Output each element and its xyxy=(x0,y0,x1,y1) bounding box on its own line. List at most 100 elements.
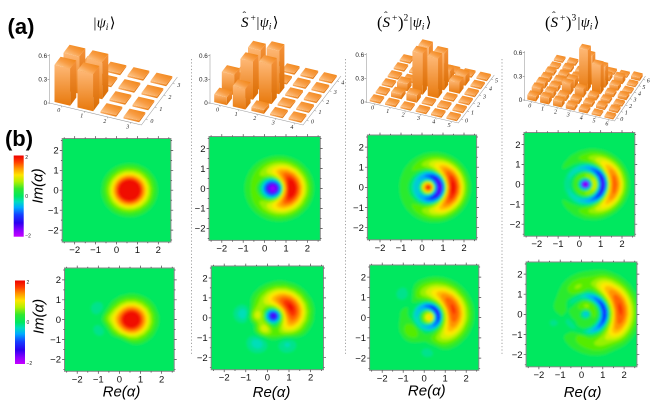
svg-text:−2: −2 xyxy=(355,353,366,364)
svg-text:0: 0 xyxy=(519,97,523,104)
svg-text:i: i xyxy=(590,23,593,33)
svg-text:−1: −1 xyxy=(195,204,206,215)
svg-text:−1: −1 xyxy=(48,206,59,217)
svg-text:1: 1 xyxy=(319,110,322,116)
svg-text:−1: −1 xyxy=(555,370,566,381)
svg-text:−1: −1 xyxy=(93,374,104,385)
svg-text:−1: −1 xyxy=(512,330,523,341)
svg-text:−2: −2 xyxy=(48,225,59,236)
svg-text:−2: −2 xyxy=(531,239,542,250)
svg-text:1: 1 xyxy=(53,166,58,177)
svg-text:i: i xyxy=(106,23,109,33)
svg-text:1: 1 xyxy=(56,295,61,306)
svg-text:1: 1 xyxy=(202,293,207,304)
svg-text:ˆ: ˆ xyxy=(384,10,388,22)
svg-text:(: ( xyxy=(377,13,383,32)
svg-text:ˆ: ˆ xyxy=(243,10,247,22)
svg-text:−2: −2 xyxy=(195,224,206,235)
svg-text:0.3: 0.3 xyxy=(199,77,208,84)
svg-text:2: 2 xyxy=(629,104,632,110)
svg-text:(a): (a) xyxy=(8,14,35,39)
svg-text:2: 2 xyxy=(53,146,58,157)
svg-text:Re(α): Re(α) xyxy=(408,383,446,400)
svg-text:3: 3 xyxy=(633,98,637,104)
svg-text:2: 2 xyxy=(361,272,366,283)
svg-text:−2: −2 xyxy=(25,234,31,240)
svg-text:⟩: ⟩ xyxy=(594,15,600,31)
svg-text:−2: −2 xyxy=(510,220,521,231)
svg-text:4: 4 xyxy=(489,85,492,92)
svg-text:0: 0 xyxy=(465,118,468,124)
svg-text:3: 3 xyxy=(176,83,180,89)
svg-text:ψ: ψ xyxy=(581,15,591,31)
svg-text:0: 0 xyxy=(265,373,270,384)
svg-text:0: 0 xyxy=(114,245,119,256)
svg-text:−2: −2 xyxy=(69,245,80,256)
svg-text:5: 5 xyxy=(495,78,498,84)
svg-text:i: i xyxy=(422,23,425,33)
svg-text:4: 4 xyxy=(432,119,435,126)
svg-text:0: 0 xyxy=(361,99,365,106)
svg-text:−1: −1 xyxy=(238,243,249,254)
svg-text:2: 2 xyxy=(464,373,469,384)
svg-text:1: 1 xyxy=(541,106,544,112)
svg-text:3: 3 xyxy=(482,94,486,100)
svg-text:0: 0 xyxy=(528,103,531,109)
svg-text:−1: −1 xyxy=(553,239,564,250)
svg-text:0: 0 xyxy=(579,370,584,381)
svg-text:|: | xyxy=(257,15,260,31)
svg-text:5: 5 xyxy=(642,85,645,91)
svg-text:−2: −2 xyxy=(216,243,227,254)
svg-text:3: 3 xyxy=(566,112,570,118)
svg-text:3: 3 xyxy=(572,14,577,24)
svg-text:0: 0 xyxy=(361,313,366,324)
svg-text:2: 2 xyxy=(159,374,164,385)
svg-text:1: 1 xyxy=(443,373,448,384)
svg-text:−1: −1 xyxy=(240,373,251,384)
svg-text:1: 1 xyxy=(80,114,83,120)
svg-text:−1: −1 xyxy=(90,245,101,256)
svg-text:1: 1 xyxy=(135,245,140,256)
svg-text:): ) xyxy=(398,13,404,32)
svg-text:0: 0 xyxy=(216,107,219,113)
svg-text:0: 0 xyxy=(200,184,205,195)
svg-text:0: 0 xyxy=(371,106,374,112)
svg-text:0: 0 xyxy=(56,315,61,326)
svg-text:−2: −2 xyxy=(197,353,208,364)
svg-text:S: S xyxy=(551,15,559,31)
svg-text:2: 2 xyxy=(56,275,61,286)
svg-text:0: 0 xyxy=(204,100,208,107)
svg-text:1: 1 xyxy=(600,370,605,381)
svg-text:2: 2 xyxy=(25,155,28,161)
svg-text:−1: −1 xyxy=(353,203,364,214)
svg-text:0.3: 0.3 xyxy=(355,76,364,83)
svg-text:5: 5 xyxy=(448,123,451,129)
svg-text:1: 1 xyxy=(138,374,143,385)
svg-text:2: 2 xyxy=(27,280,30,286)
svg-text:1: 1 xyxy=(598,239,603,250)
svg-text:⟩: ⟩ xyxy=(273,15,279,31)
svg-text:−2: −2 xyxy=(533,370,544,381)
svg-text:0: 0 xyxy=(311,120,314,126)
svg-text:0.6: 0.6 xyxy=(199,53,208,60)
svg-text:0: 0 xyxy=(419,243,424,254)
svg-text:2: 2 xyxy=(253,116,256,122)
svg-text:2: 2 xyxy=(402,113,405,119)
svg-text:|: | xyxy=(94,16,97,32)
svg-text:0: 0 xyxy=(517,310,522,321)
svg-text:⟩: ⟩ xyxy=(426,15,432,31)
svg-text:4: 4 xyxy=(638,90,641,97)
svg-text:6: 6 xyxy=(647,78,650,84)
svg-text:−1: −1 xyxy=(510,200,521,211)
svg-text:2: 2 xyxy=(477,102,480,108)
svg-text:Re(α): Re(α) xyxy=(253,384,291,400)
svg-text:4: 4 xyxy=(580,114,583,121)
svg-text:2: 2 xyxy=(517,269,522,280)
svg-text:−1: −1 xyxy=(398,373,409,384)
svg-text:S: S xyxy=(383,15,391,31)
svg-text:1: 1 xyxy=(515,160,520,171)
svg-text:3: 3 xyxy=(333,90,337,96)
svg-text:1: 1 xyxy=(471,110,474,116)
svg-text:+: + xyxy=(560,14,565,24)
svg-text:2: 2 xyxy=(515,140,520,151)
